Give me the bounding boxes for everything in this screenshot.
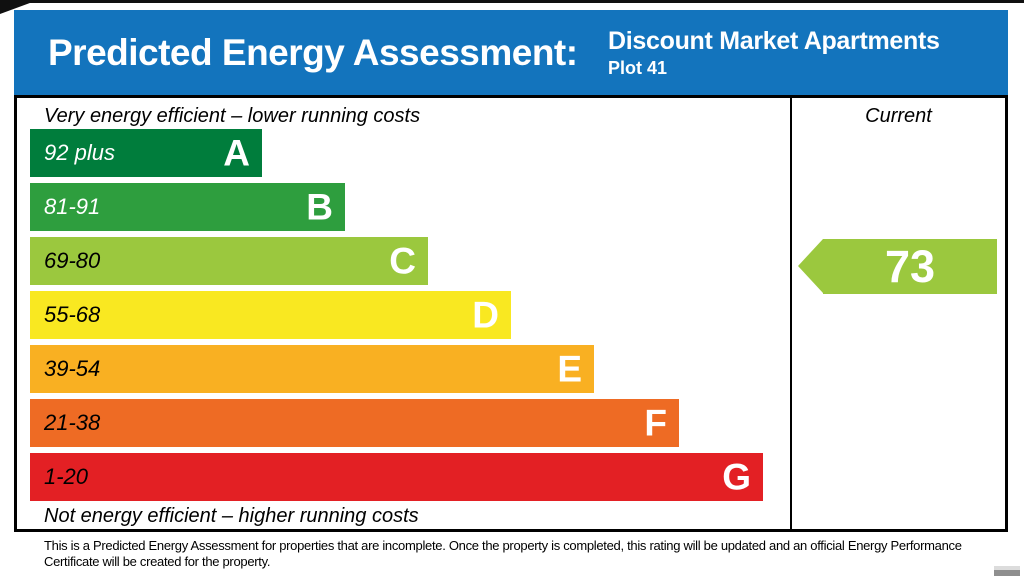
header: Predicted Energy Assessment: Discount Ma…: [14, 10, 1008, 95]
property-name: Discount Market Apartments: [608, 26, 940, 55]
property-plot: Plot 41: [608, 57, 668, 78]
epc-band-g: 1-20 G: [30, 453, 763, 501]
current-arrow-body: 73: [823, 239, 997, 294]
epc-bands-area: Very energy efficient – lower running co…: [17, 98, 790, 529]
current-rating-value: 73: [884, 241, 936, 292]
band-letter: A: [223, 132, 250, 174]
epc-band-a: 92 plus A: [30, 129, 262, 177]
band-range-label: 92 plus: [44, 140, 115, 165]
band-letter: E: [557, 348, 582, 390]
column-divider: [790, 98, 792, 529]
current-arrow-tip: [798, 239, 823, 293]
disclaimer-text: This is a Predicted Energy Assessment fo…: [44, 538, 962, 569]
epc-rating-chart: Very energy efficient – lower running co…: [14, 95, 1008, 532]
epc-band-d: 55-68 D: [30, 291, 511, 339]
band-letter: B: [306, 186, 333, 228]
current-column-header: Current: [865, 105, 932, 127]
scan-artifact-corner-box: [994, 566, 1020, 576]
epc-band-c: 69-80 C: [30, 237, 428, 285]
current-rating-arrow: 73: [798, 239, 997, 294]
epc-band-f: 21-38 F: [30, 399, 679, 447]
band-letter: D: [472, 294, 499, 336]
band-letter: C: [389, 240, 416, 282]
band-range-label: 81-91: [44, 194, 101, 219]
epc-band-b: 81-91 B: [30, 183, 345, 231]
band-range-label: 21-38: [44, 410, 101, 435]
band-letter: G: [722, 456, 751, 498]
page-title: Predicted Energy Assessment:: [48, 31, 578, 73]
property-info: Discount Market Apartments Plot 41: [608, 27, 940, 79]
scan-artifact-top-line: [0, 0, 1024, 3]
band-range-label: 55-68: [44, 302, 101, 327]
band-range-label: 39-54: [44, 356, 101, 381]
current-rating-column: Current 73: [792, 98, 1005, 529]
band-range-label: 1-20: [44, 464, 89, 489]
band-letter: F: [644, 402, 667, 444]
band-range-label: 69-80: [44, 248, 101, 273]
epc-band-list: 92 plus A 81-91 B 69-80 C 55-68 D 39-54 …: [30, 129, 763, 501]
top-caption: Very energy efficient – lower running co…: [44, 105, 421, 127]
bottom-caption: Not energy efficient – higher running co…: [44, 505, 419, 527]
epc-band-e: 39-54 E: [30, 345, 594, 393]
